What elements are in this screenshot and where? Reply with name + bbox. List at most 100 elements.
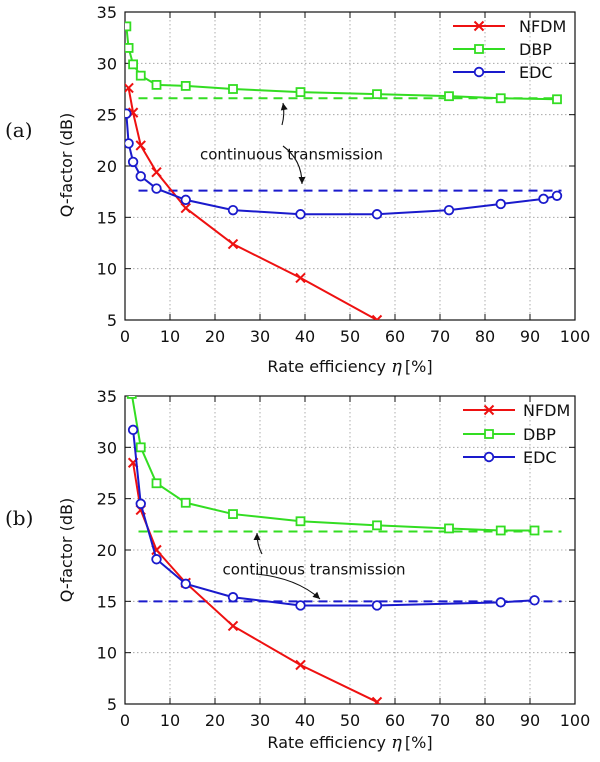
x-axis-label-symbol: η bbox=[391, 356, 402, 377]
data-point-edc bbox=[135, 498, 146, 510]
legend: NFDM DBP EDC bbox=[453, 17, 566, 82]
x-tick-label: 90 bbox=[520, 327, 540, 346]
legend-label-nfdm: NFDM bbox=[523, 401, 570, 420]
data-point-edc bbox=[127, 424, 139, 436]
data-point-edc bbox=[295, 600, 306, 611]
data-point-dbp bbox=[444, 91, 454, 102]
annotation-arrow bbox=[253, 532, 263, 555]
x-axis-label: Rate efficiency η [%] bbox=[267, 732, 432, 753]
x-tick-label: 20 bbox=[205, 327, 225, 346]
x-axis-label-text: Rate efficiency bbox=[267, 733, 391, 752]
panel-a: 0 10 20 30 40 50 60 70 80 90 100 5 10 15 20 25 30 35 Rate … bbox=[5, 3, 590, 377]
data-point-dbp bbox=[135, 70, 146, 81]
data-point-dbp bbox=[180, 81, 191, 91]
data-point-nfdm bbox=[135, 140, 146, 151]
legend-marker-nfdm bbox=[483, 404, 495, 416]
data-point-nfdm bbox=[295, 272, 306, 284]
annotation-arrow bbox=[282, 145, 306, 185]
data-point-dbp bbox=[295, 516, 306, 527]
annotation-arrow bbox=[255, 573, 321, 600]
grid bbox=[125, 396, 575, 704]
data-area bbox=[125, 21, 563, 320]
legend-marker-edc bbox=[473, 66, 485, 78]
legend-marker-edc bbox=[483, 451, 495, 463]
legend-marker-dbp bbox=[484, 429, 494, 439]
y-tick-label: 35 bbox=[97, 387, 117, 406]
y-tick-label: 15 bbox=[97, 592, 117, 611]
y-tick-label: 25 bbox=[97, 490, 117, 509]
data-point-dbp bbox=[151, 79, 162, 90]
data-point-edc bbox=[551, 190, 563, 201]
data-point-nfdm bbox=[227, 620, 239, 632]
data-point-nfdm bbox=[180, 202, 191, 214]
x-tick-label: 0 bbox=[120, 711, 130, 730]
x-tick-label: 50 bbox=[340, 327, 360, 346]
data-point-dbp bbox=[126, 396, 137, 399]
data-point-dbp bbox=[228, 84, 238, 94]
legend-label-dbp: DBP bbox=[519, 40, 552, 59]
data-point-edc bbox=[295, 209, 306, 220]
data-point-edc bbox=[135, 171, 146, 182]
data-point-edc bbox=[125, 138, 134, 149]
data-point-edc bbox=[227, 204, 239, 216]
data-point-dbp bbox=[529, 525, 540, 536]
data-point-edc bbox=[125, 108, 132, 119]
annotation-arrow bbox=[280, 102, 288, 126]
x-tick-label: 30 bbox=[250, 327, 270, 346]
y-tick-label: 10 bbox=[97, 644, 117, 663]
data-point-dbp bbox=[180, 497, 191, 508]
data-point-dbp bbox=[151, 478, 162, 489]
data-point-edc bbox=[495, 597, 506, 608]
x-tick-label: 30 bbox=[250, 711, 270, 730]
data-point-dbp bbox=[295, 87, 306, 97]
data-point-edc bbox=[151, 554, 162, 565]
data-point-edc bbox=[227, 592, 239, 603]
y-tick-label: 10 bbox=[97, 260, 117, 279]
legend-label-dbp: DBP bbox=[523, 425, 556, 444]
y-tick-label: 30 bbox=[97, 438, 117, 457]
x-axis-label-unit: [%] bbox=[405, 357, 433, 376]
x-tick-label: 10 bbox=[160, 327, 180, 346]
data-point-edc bbox=[127, 156, 139, 168]
series-line-nfdm bbox=[127, 87, 378, 320]
data-point-edc bbox=[371, 209, 383, 220]
data-point-dbp bbox=[125, 43, 134, 53]
legend-label-edc: EDC bbox=[523, 448, 557, 467]
series-line-dbp bbox=[131, 396, 535, 532]
data-point-nfdm bbox=[227, 238, 239, 250]
x-axis-label-symbol: η bbox=[391, 732, 402, 753]
series-line-edc bbox=[125, 113, 558, 216]
x-tick-label: 20 bbox=[205, 711, 225, 730]
annotation-continuous-transmission: continuous transmission bbox=[222, 561, 405, 579]
annotation-continuous-transmission: continuous transmission bbox=[200, 146, 383, 164]
data-point-nfdm bbox=[295, 659, 306, 671]
legend-label-edc: EDC bbox=[519, 63, 553, 82]
y-tick-label: 30 bbox=[97, 54, 117, 73]
data-point-dbp bbox=[128, 59, 139, 70]
data-point-edc bbox=[180, 194, 191, 206]
x-tick-label: 100 bbox=[560, 327, 591, 346]
data-point-dbp bbox=[444, 523, 454, 534]
data-point-dbp bbox=[125, 21, 132, 32]
x-tick-label: 90 bbox=[520, 711, 540, 730]
legend-marker-nfdm bbox=[473, 20, 485, 32]
data-point-edc bbox=[371, 600, 383, 611]
data-point-dbp bbox=[372, 520, 382, 531]
y-tick-label: 35 bbox=[97, 3, 117, 22]
panel-b: 0 10 20 30 40 50 60 70 80 90 100 5 10 15 20 25 30 35 Rate … bbox=[5, 387, 590, 753]
data-point-nfdm bbox=[371, 314, 383, 320]
x-tick-label: 40 bbox=[295, 327, 315, 346]
panel-label: (b) bbox=[5, 506, 33, 530]
x-tick-label: 10 bbox=[160, 711, 180, 730]
x-tick-label: 0 bbox=[120, 327, 130, 346]
x-tick-label: 70 bbox=[430, 711, 450, 730]
x-axis-label-text: Rate efficiency bbox=[267, 357, 391, 376]
data-point-dbp bbox=[372, 89, 382, 100]
y-axis-label: Q-factor (dB) bbox=[57, 498, 76, 602]
data-point-edc bbox=[538, 193, 549, 205]
data-point-edc bbox=[180, 578, 191, 590]
x-tick-label: 80 bbox=[475, 327, 495, 346]
panel-label: (a) bbox=[5, 118, 33, 142]
legend-label-nfdm: NFDM bbox=[519, 17, 566, 36]
